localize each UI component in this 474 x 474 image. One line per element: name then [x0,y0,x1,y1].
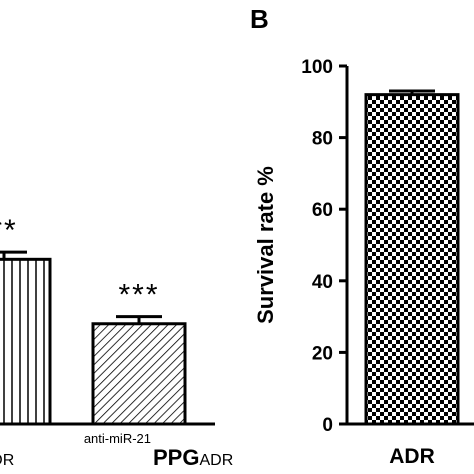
bar [0,257,52,426]
significance: ** [0,214,18,247]
y-axis-label: Survival rate % [253,166,278,324]
bar [364,93,460,426]
x-tick-label: PPGADR [0,445,14,470]
x-tick-label-sub: ADR [0,452,14,469]
y-tick-label: 100 [301,57,333,78]
y-tick-label: 60 [312,200,333,221]
y-tick-label: 80 [312,129,333,150]
y-tick-label: 0 [322,415,333,436]
x-tick-label-prefix: anti-miR-21 [84,431,151,446]
x-tick-label: ADR [389,445,435,468]
y-tick-label: 20 [312,343,333,364]
panel-label: B [250,4,269,34]
y-tick-label: 40 [312,272,333,293]
x-tick-label: PPGADR [153,445,233,470]
x-tick-label-sub: ADR [199,452,233,469]
x-tick-label-main: PPG [153,445,199,470]
bar [91,322,187,426]
significance: *** [118,279,159,312]
